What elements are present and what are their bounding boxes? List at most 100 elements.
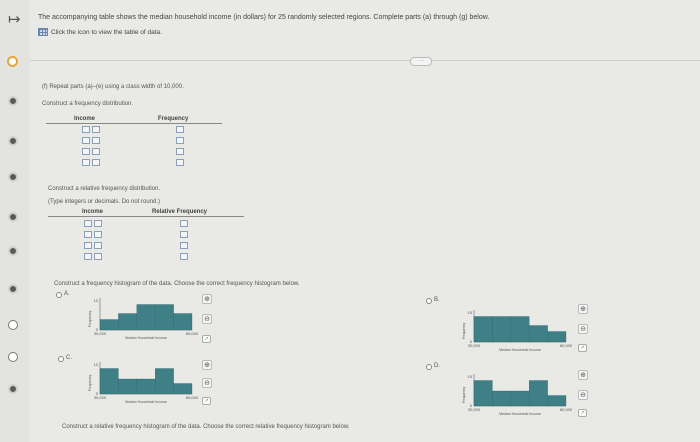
histogram-svg: 10 030,000 80,000 Median Household Income Fr…	[88, 362, 199, 404]
step-current[interactable]	[7, 56, 18, 67]
zoom-out-icon[interactable]: ⊖	[202, 378, 212, 388]
rel-hist-prompt: Construct a relative frequency histogram…	[62, 424, 350, 430]
external-icon[interactable]: ↗	[202, 397, 211, 405]
histogram-option-c: 10 0 30,000 80,000 Median Household Income Fr…	[88, 360, 199, 404]
question-content: The accompanying table shows the median …	[30, 0, 700, 442]
zoom-in-icon[interactable]: ⊕	[578, 370, 588, 380]
histogram-svg: 10 030,000 80,000 Median Household Income Fr…	[88, 298, 199, 340]
option-b-radio[interactable]	[426, 298, 432, 304]
histogram-bar	[155, 368, 174, 395]
rel-hint: (Type integers or decimals. Do not round…	[48, 199, 161, 205]
freq-col-income: Income	[74, 116, 96, 122]
histogram-bar	[99, 368, 119, 395]
value-input[interactable]	[180, 242, 188, 249]
value-input[interactable]	[180, 220, 188, 227]
x-axis-label: Median Household Income	[499, 348, 541, 352]
zoom-out-icon[interactable]: ⊖	[202, 314, 212, 324]
step-open[interactable]	[8, 320, 18, 330]
income-bound-input[interactable]	[92, 126, 100, 133]
zoom-out-icon[interactable]: ⊖	[578, 324, 588, 334]
zoom-out-icon[interactable]: ⊖	[578, 390, 588, 400]
income-bound-input[interactable]	[94, 242, 102, 249]
step-open[interactable]	[8, 352, 18, 362]
option-d-label: D.	[434, 363, 440, 369]
question-step-strip: ↦	[0, 0, 30, 442]
histogram-bar	[510, 316, 530, 343]
income-bound-input[interactable]	[92, 159, 100, 166]
x-axis-label: Median Household Income	[499, 412, 541, 416]
income-bound-input[interactable]	[84, 220, 92, 227]
y-tick-label: 10	[468, 310, 473, 315]
zoom-in-icon[interactable]: ⊕	[202, 294, 212, 304]
income-bound-input[interactable]	[82, 126, 90, 133]
rel-prompt: Construct a relative frequency distribut…	[48, 186, 161, 192]
histogram-bar	[118, 378, 137, 395]
option-a-radio[interactable]	[56, 292, 62, 298]
x-tick-label: 80,000	[186, 395, 199, 400]
histogram-bar	[99, 319, 119, 331]
histogram-bar	[118, 313, 137, 331]
step-done[interactable]	[8, 284, 18, 294]
histogram-bar	[529, 380, 548, 407]
income-bound-input[interactable]	[84, 253, 92, 260]
option-b-label: B.	[434, 297, 440, 303]
value-input[interactable]	[176, 137, 184, 144]
x-axis-label: Median Household Income	[125, 336, 167, 340]
income-bound-input[interactable]	[84, 242, 92, 249]
histogram-bar	[547, 331, 567, 343]
step-done[interactable]	[8, 246, 18, 256]
value-input[interactable]	[176, 159, 184, 166]
step-done[interactable]	[8, 384, 18, 394]
value-input[interactable]	[176, 148, 184, 155]
y-tick-label: 10	[94, 298, 99, 303]
external-icon[interactable]: ↗	[578, 344, 587, 352]
histogram-bar	[155, 304, 174, 331]
histogram-bar	[510, 390, 530, 407]
value-input[interactable]	[180, 253, 188, 260]
histogram-bar	[136, 378, 156, 395]
income-bound-input[interactable]	[82, 137, 90, 144]
zoom-in-icon[interactable]: ⊕	[202, 360, 212, 370]
histogram-svg: 10 030,000 80,000 Median Household Income Fr…	[462, 374, 573, 416]
income-bound-input[interactable]	[94, 253, 102, 260]
histogram-bar	[547, 395, 567, 407]
income-bound-input[interactable]	[92, 137, 100, 144]
x-tick-label: 80,000	[560, 343, 573, 348]
histogram-bar	[529, 325, 548, 343]
step-done[interactable]	[8, 172, 18, 182]
table-link-label: Click the icon to view the table of data…	[51, 28, 162, 36]
step-done[interactable]	[8, 136, 18, 146]
histogram-bar	[492, 316, 511, 343]
income-bound-input[interactable]	[94, 220, 102, 227]
table-icon[interactable]	[38, 28, 48, 36]
histogram-option-a: 10 0 30,000 80,000 Median Household Income Fr…	[88, 296, 199, 340]
more-button[interactable]: ·····	[410, 57, 432, 66]
external-icon[interactable]: ↗	[202, 335, 211, 343]
arrow-icon[interactable]: ↦	[8, 10, 21, 28]
rel-col-rel-frequency: Relative Frequency	[152, 209, 208, 215]
histogram-bar	[173, 383, 193, 395]
question-header: The accompanying table shows the median …	[38, 14, 490, 21]
step-done[interactable]	[8, 212, 18, 222]
income-bound-input[interactable]	[82, 159, 90, 166]
freq-prompt: Construct a frequency distribution.	[42, 101, 134, 107]
step-done[interactable]	[8, 96, 18, 106]
histogram-bar	[136, 304, 156, 331]
histogram-option-b: 10 0 30,000 80,000 Median Household Income Fr…	[462, 308, 573, 352]
value-input[interactable]	[176, 126, 184, 133]
zoom-in-icon[interactable]: ⊕	[578, 304, 588, 314]
income-bound-input[interactable]	[84, 231, 92, 238]
option-d-radio[interactable]	[426, 364, 432, 370]
external-icon[interactable]: ↗	[578, 409, 587, 417]
value-input[interactable]	[180, 231, 188, 238]
option-c-radio[interactable]	[58, 356, 64, 362]
y-tick-label: 0	[96, 327, 99, 332]
income-bound-input[interactable]	[92, 148, 100, 155]
table-link[interactable]: Click the icon to view the table of data…	[38, 28, 162, 36]
income-bound-input[interactable]	[94, 231, 102, 238]
option-c-label: C.	[66, 355, 72, 361]
income-bound-input[interactable]	[82, 148, 90, 155]
hist-prompt: Construct a frequency histogram of the d…	[54, 281, 300, 287]
x-tick-label: 30,000	[94, 331, 107, 336]
x-tick-label: 30,000	[468, 407, 481, 412]
